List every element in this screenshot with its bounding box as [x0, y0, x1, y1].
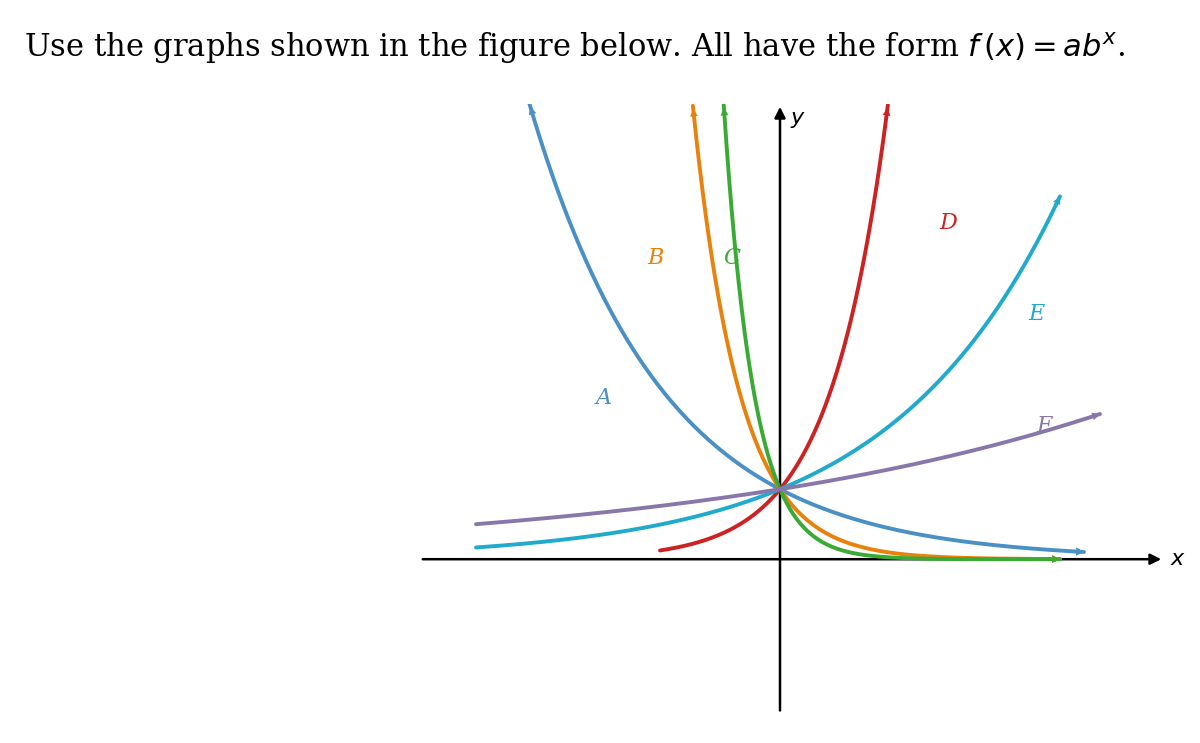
Text: $x$: $x$ — [1170, 548, 1187, 570]
Text: B: B — [648, 247, 664, 269]
Text: F: F — [1037, 415, 1051, 437]
Text: C: C — [724, 247, 740, 269]
Text: A: A — [596, 387, 612, 409]
Text: D: D — [940, 212, 956, 234]
Text: E: E — [1028, 303, 1044, 325]
Text: $y$: $y$ — [790, 108, 805, 129]
Text: Use the graphs shown in the figure below. All have the form $f\,(x) = ab^x$.: Use the graphs shown in the figure below… — [24, 30, 1126, 65]
